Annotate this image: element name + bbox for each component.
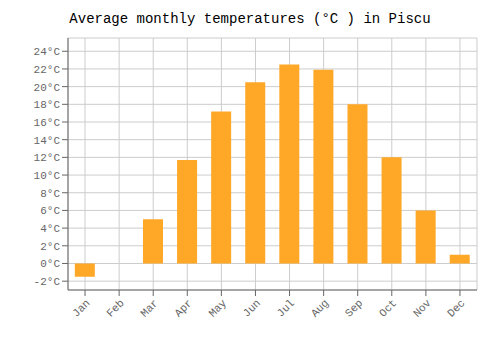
svg-text:Oct: Oct — [377, 297, 399, 319]
svg-text:8°C: 8°C — [40, 188, 60, 200]
svg-text:Nov: Nov — [411, 297, 434, 320]
svg-text:Mar: Mar — [138, 297, 160, 319]
svg-text:16°C: 16°C — [34, 117, 61, 129]
svg-text:Sep: Sep — [343, 297, 365, 319]
svg-text:24°C: 24°C — [34, 46, 61, 58]
svg-text:May: May — [207, 297, 230, 320]
svg-text:20°C: 20°C — [34, 82, 61, 94]
svg-text:Aug: Aug — [309, 297, 331, 319]
svg-text:18°C: 18°C — [34, 99, 61, 111]
svg-text:Jan: Jan — [70, 297, 92, 319]
html-text:Average monthly temperatures (: Average monthly temperatures (°C ) in Pi… — [69, 11, 431, 27]
svg-text:-2°C: -2°C — [34, 276, 61, 288]
svg-text:4°C: 4°C — [40, 223, 60, 235]
svg-text:2°C: 2°C — [40, 241, 60, 253]
svg-text:12°C: 12°C — [34, 152, 61, 164]
svg-text:Apr: Apr — [172, 297, 194, 319]
svg-text:14°C: 14°C — [34, 135, 61, 147]
svg-text:22°C: 22°C — [34, 64, 61, 76]
svg-text:Feb: Feb — [104, 297, 126, 319]
svg-text:Dec: Dec — [445, 297, 467, 319]
svg-text:6°C: 6°C — [40, 205, 60, 217]
svg-text:Jul: Jul — [275, 297, 297, 319]
svg-text:0°C: 0°C — [40, 258, 60, 270]
svg-text:Jun: Jun — [241, 297, 263, 319]
svg-text:10°C: 10°C — [34, 170, 61, 182]
